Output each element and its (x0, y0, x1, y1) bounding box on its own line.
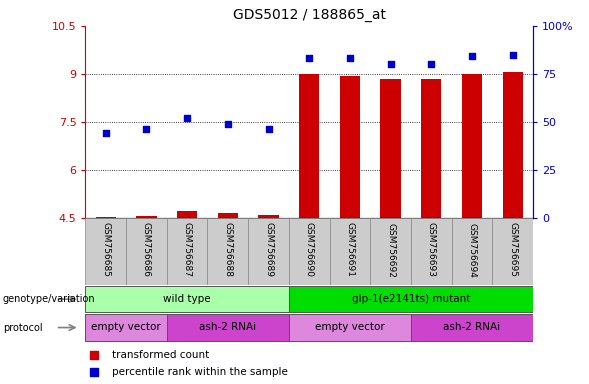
Text: empty vector: empty vector (91, 322, 161, 332)
Text: GSM756688: GSM756688 (223, 222, 232, 278)
Bar (340, 76, 360, 218)
Bar (330, 218, 370, 285)
Text: GSM756689: GSM756689 (264, 222, 273, 278)
Text: ash-2 RNAi: ash-2 RNAi (199, 322, 256, 332)
Bar (248, 218, 289, 285)
Bar (492, 218, 533, 285)
Text: GSM756685: GSM756685 (101, 222, 110, 278)
Text: GSM756694: GSM756694 (468, 223, 477, 277)
Text: ash-2 RNAi: ash-2 RNAi (444, 322, 501, 332)
Text: wild type: wild type (163, 293, 211, 304)
Point (426, 61, 436, 67)
Text: protocol: protocol (3, 323, 42, 333)
Text: GSM756687: GSM756687 (183, 222, 191, 278)
Bar (411, 314, 533, 341)
Bar (177, 211, 197, 218)
Bar (370, 218, 411, 285)
Bar (259, 215, 279, 218)
Bar (167, 218, 207, 285)
Point (386, 61, 395, 67)
Bar (299, 74, 319, 218)
Text: GSM756691: GSM756691 (345, 222, 355, 278)
Bar (289, 286, 533, 312)
Text: transformed count: transformed count (112, 350, 210, 360)
Point (223, 121, 233, 127)
Bar (85, 314, 167, 341)
Bar (207, 218, 248, 285)
Point (305, 55, 314, 61)
Text: GSM756686: GSM756686 (142, 222, 151, 278)
Point (345, 55, 355, 61)
Text: GSM756693: GSM756693 (427, 222, 436, 278)
Title: GDS5012 / 188865_at: GDS5012 / 188865_at (233, 8, 386, 22)
Bar (289, 314, 411, 341)
Bar (452, 218, 492, 285)
Point (90, 352, 99, 358)
Bar (289, 218, 330, 285)
Bar (85, 286, 289, 312)
Bar (126, 218, 167, 285)
Bar (380, 79, 401, 218)
Point (101, 130, 111, 136)
Bar (218, 213, 238, 218)
Point (142, 126, 151, 132)
Text: genotype/variation: genotype/variation (3, 294, 95, 304)
Text: empty vector: empty vector (315, 322, 385, 332)
Point (90, 369, 99, 375)
Bar (167, 314, 289, 341)
Text: percentile rank within the sample: percentile rank within the sample (112, 367, 288, 377)
Point (264, 126, 273, 132)
Bar (462, 74, 482, 218)
Bar (502, 73, 523, 218)
Bar (95, 217, 116, 218)
Point (467, 53, 477, 60)
Bar (85, 218, 126, 285)
Text: glp-1(e2141ts) mutant: glp-1(e2141ts) mutant (352, 293, 470, 304)
Point (183, 115, 192, 121)
Text: GSM756690: GSM756690 (305, 222, 314, 278)
Point (508, 51, 517, 58)
Text: GSM756692: GSM756692 (386, 223, 395, 277)
Bar (411, 218, 452, 285)
Bar (136, 216, 157, 218)
Text: GSM756695: GSM756695 (508, 222, 517, 278)
Bar (421, 79, 442, 218)
